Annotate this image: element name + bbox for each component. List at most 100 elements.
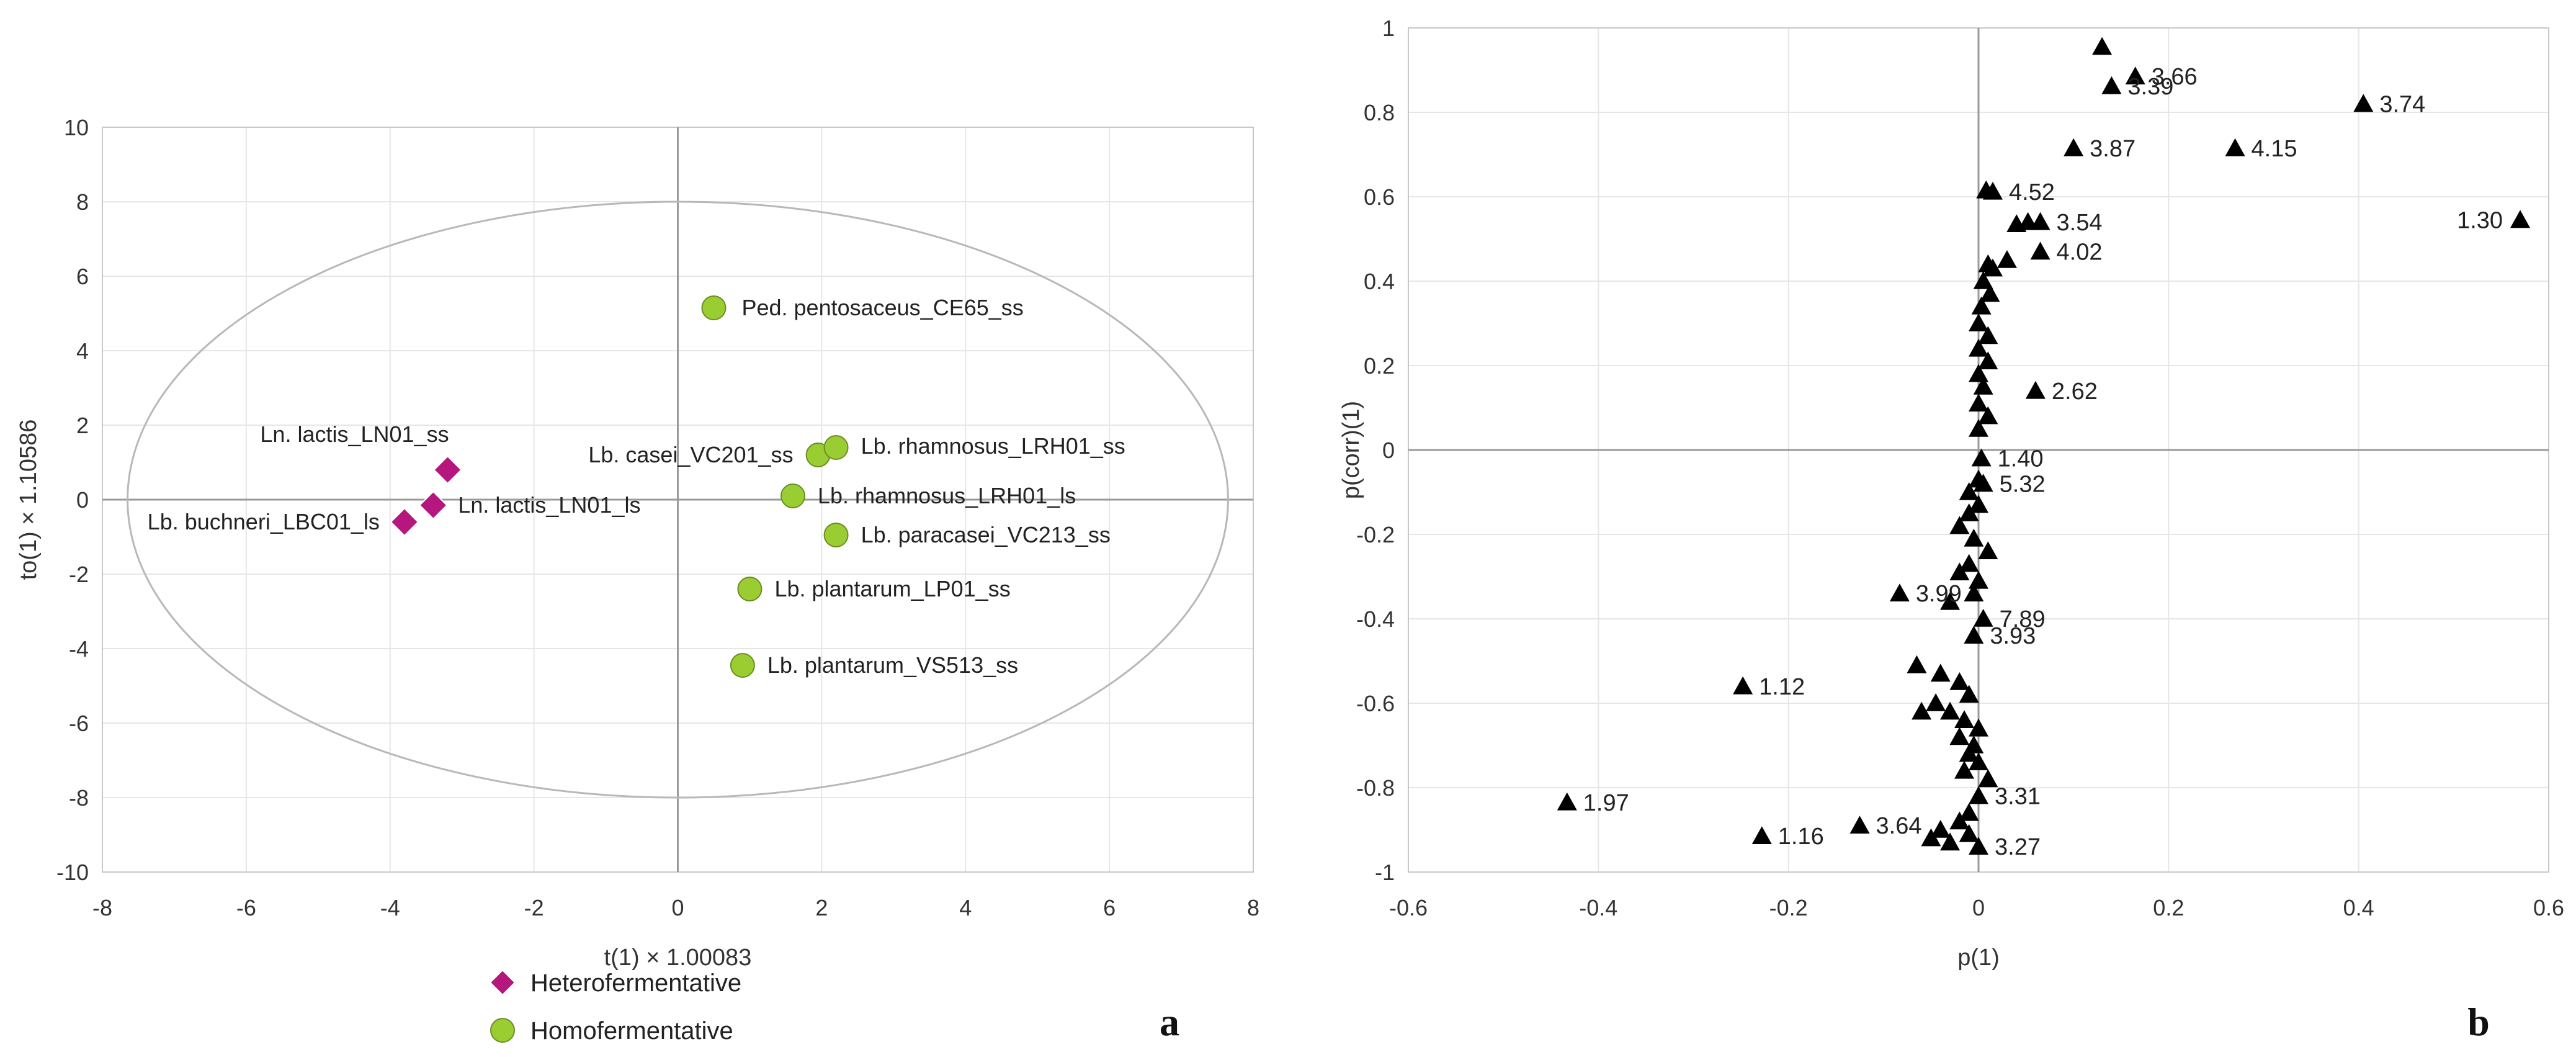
panel-b-y-tick-label: 0.4 xyxy=(1364,269,1395,294)
sample-label: Lb. plantarum_VS513_ss xyxy=(767,652,1018,678)
loading-triangle-marker xyxy=(2125,66,2145,84)
loading-triangle-marker xyxy=(1973,271,1993,289)
panel-b-y-tick-label: 0.8 xyxy=(1364,100,1395,125)
loading-triangle-marker xyxy=(1940,832,1961,851)
panel-b-x-tick-label: 0.4 xyxy=(2343,895,2374,920)
loading-triangle-marker xyxy=(1907,655,1927,673)
chemical-shift-label: 3.31 xyxy=(1995,784,2041,810)
panel-a-x-tick-labels: -8 -6 -4 -2 0 2 4 6 8 xyxy=(92,895,1259,920)
panel-b-points: 3.663.39 3.74 3.87 4.15 4.52 1.30 3.54 4.02 2.62… xyxy=(1557,37,2531,860)
chemical-shift-label: 3.99 xyxy=(1916,581,1962,607)
sample-label: Lb. casei_VC201_ss xyxy=(588,442,793,467)
legend-label-homofermentative: Homofermentative xyxy=(530,1017,733,1045)
sample-label: Lb. paracasei_VC213_ss xyxy=(861,522,1111,547)
panel-b-x-tick-label: -0.6 xyxy=(1389,895,1428,920)
loading-triangle-marker xyxy=(1949,516,1970,534)
panel-b-y-tick-label: -1 xyxy=(1375,860,1395,885)
panel-b-y-tick-label: -0.2 xyxy=(1356,522,1395,547)
loading-triangle-marker xyxy=(2030,241,2051,260)
panel-a-y-tick-labels: -10 -8 -6 -4 -2 0 2 4 6 8 10 xyxy=(56,115,89,885)
loading-triangle-marker xyxy=(2092,37,2113,55)
loading-triangle-marker xyxy=(1978,541,1998,559)
panel-a-x-tick-label: 2 xyxy=(815,895,828,920)
loading-triangle-marker xyxy=(1959,685,1979,703)
panel-b-y-tick-label: 0.2 xyxy=(1364,353,1395,379)
loading-triangle-marker xyxy=(2510,210,2531,228)
panel-a-y-tick-label: 4 xyxy=(76,338,89,364)
sample-label: Ped. pentosaceus_CE65_ss xyxy=(741,295,1023,320)
loading-triangle-marker xyxy=(1921,828,1941,847)
loading-triangle-marker xyxy=(2025,380,2046,399)
panel-a-y-tick-label: 8 xyxy=(76,189,89,215)
panel-a-y-tick-label: -2 xyxy=(69,562,89,587)
panel-a-x-tick-label: -8 xyxy=(92,895,112,920)
loading-triangle-marker xyxy=(1954,760,1975,779)
loading-triangle-marker xyxy=(1969,837,1988,855)
chemical-shift-label: 1.12 xyxy=(1759,674,1805,700)
panel-b-x-tick-label: 0 xyxy=(1972,895,1985,920)
sample-label: Lb. plantarum_LP01_ss xyxy=(774,576,1010,601)
loading-triangle-marker xyxy=(1940,701,1961,720)
loading-triangle-marker xyxy=(1733,676,1753,695)
loading-triangle-marker xyxy=(1954,710,1975,728)
loading-triangle-marker xyxy=(1959,744,1979,762)
homofermentative-circle-marker xyxy=(823,523,849,547)
heterofermentative-diamond-marker xyxy=(433,455,462,485)
panel-a-y-tick-label: -10 xyxy=(56,860,89,885)
chemical-shift-label: 1.16 xyxy=(1778,824,1824,850)
panel-b-x-tick-label: -0.4 xyxy=(1579,895,1617,920)
chemical-shift-label: 1.40 xyxy=(1998,446,2044,472)
homofermentative-circle-marker xyxy=(737,577,763,601)
loading-triangle-marker xyxy=(1959,482,1979,500)
loading-triangle-marker xyxy=(2064,138,2084,156)
loading-triangle-marker xyxy=(1997,250,2017,268)
loading-triangle-marker xyxy=(1959,824,1979,842)
panel-a-y-tick-label: 0 xyxy=(76,487,89,513)
panel-a-y-tick-label: -4 xyxy=(69,636,89,662)
panel-a-x-tick-label: 0 xyxy=(671,895,684,920)
loading-triangle-marker xyxy=(1982,258,2003,277)
loading-triangle-marker xyxy=(1959,503,1979,521)
chemical-shift-label: 3.93 xyxy=(1990,623,2036,649)
heterofermentative-diamond-marker xyxy=(418,490,448,520)
panel-a-y-tick-label: -8 xyxy=(69,785,89,811)
loading-triangle-marker xyxy=(1964,626,1984,644)
chemical-shift-label: 3.66 xyxy=(2152,64,2198,90)
panel-b-y-tick-label: 0.6 xyxy=(1364,184,1395,210)
sample-label: Ln. lactis_LN01_ls xyxy=(458,492,640,518)
panel-b-y-tick-label: -0.8 xyxy=(1356,775,1395,801)
sample-label: Lb. rhamnosus_LRH01_ss xyxy=(861,433,1125,459)
legend-label-heterofermentative: Heterofermentative xyxy=(530,969,741,997)
loading-triangle-marker xyxy=(1973,377,1993,395)
panel-a-points: Ln. lactis_LN01_ss Ln. lactis_LN01_ls Lb. … xyxy=(148,295,1125,678)
panel-b-y-tick-labels: -1 -0.8 -0.6 -0.4 -0.2 0 0.2 0.4 0.6 0.8 1 xyxy=(1356,16,1395,885)
panel-b-loading-plot: -0.6 -0.4 -0.2 0 0.2 0.4 0.6 -1-0.8-0.6-0.4-0.… xyxy=(1338,16,2564,1044)
chemical-shift-label: 2.62 xyxy=(2052,379,2098,405)
panel-b-x-axis-title: p(1) xyxy=(1957,945,2000,971)
panel-a-y-tick-label: 2 xyxy=(76,413,89,438)
chemical-shift-label: 3.39 xyxy=(2127,74,2173,100)
loading-triangle-marker xyxy=(1930,820,1951,838)
panel-b-y-tick-label: -0.6 xyxy=(1356,691,1395,716)
loading-triangle-marker xyxy=(1978,351,1998,369)
loading-triangle-marker xyxy=(1889,583,1910,601)
loading-triangle-marker xyxy=(1964,583,1984,601)
loading-triangle-marker xyxy=(1930,663,1951,682)
loading-triangle-marker xyxy=(1980,284,2000,302)
loading-triangle-marker xyxy=(1849,816,1870,834)
loading-triangle-marker xyxy=(2030,212,2051,230)
panel-letter-a: a xyxy=(1160,1000,1179,1044)
chemical-shift-label: 3.27 xyxy=(1995,834,2041,860)
loading-triangle-marker xyxy=(1969,570,1988,589)
loading-triangle-marker xyxy=(1969,313,1988,331)
loading-triangle-marker xyxy=(1969,786,1988,804)
homofermentative-circle-marker xyxy=(780,484,805,508)
sample-label: Lb. buchneri_LBC01_ls xyxy=(148,509,380,534)
loading-triangle-marker xyxy=(1959,554,1979,572)
panel-a-y-tick-label: 6 xyxy=(76,264,89,289)
loading-triangle-marker xyxy=(1969,394,1988,412)
loading-triangle-marker xyxy=(1978,326,1998,344)
chemical-shift-label: 3.87 xyxy=(2090,136,2135,162)
panel-a-y-axis-title: to(1) × 1.10586 xyxy=(16,420,42,580)
